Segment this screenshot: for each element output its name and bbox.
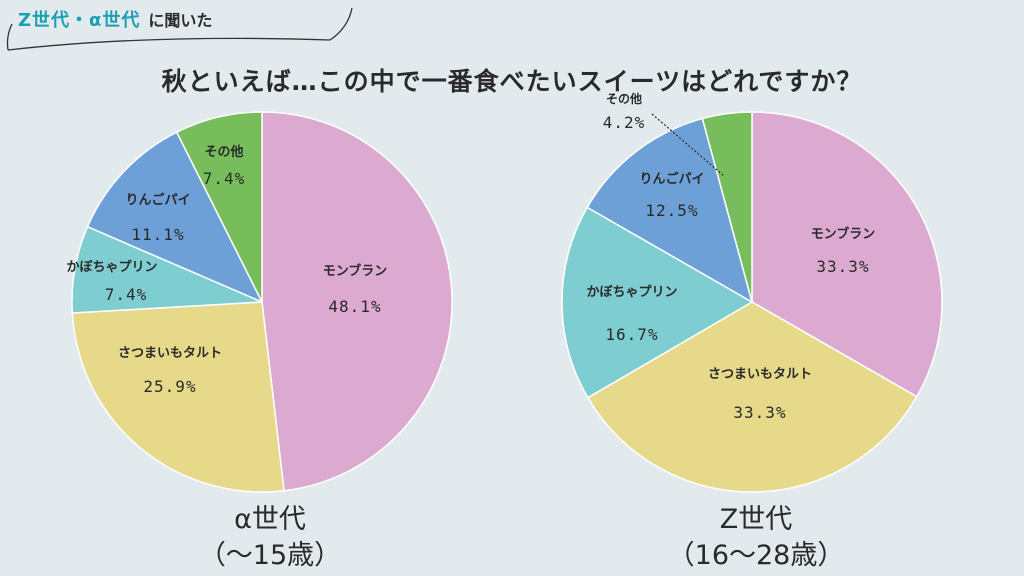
caption-z-age: （16〜28歳） xyxy=(667,540,845,571)
question-title: 秋といえば…この中で一番食べたいスイーツはどれですか？ xyxy=(161,67,863,96)
caption-z: Z世代 （16〜28歳） xyxy=(626,502,886,574)
underline-swash xyxy=(7,37,331,51)
pie-slice xyxy=(261,111,453,492)
subtitle-tag: Z世代・α世代 に聞いた xyxy=(18,6,212,32)
underline-swash-tail xyxy=(329,7,353,41)
slice-category-label: かぼちゃプリン xyxy=(66,260,157,275)
slice-category-label: りんごパイ xyxy=(125,192,190,208)
slice-value-label: 33.3% xyxy=(816,257,869,276)
slice-value-label: 48.1% xyxy=(328,297,381,316)
slice-value-label: 16.7% xyxy=(605,325,658,344)
pie-slice xyxy=(86,131,264,304)
slice-value-label: 33.3% xyxy=(733,403,786,422)
pie-slice xyxy=(751,111,943,398)
subtitle-accent: Z世代・α世代 xyxy=(18,10,141,31)
slice-value-label: 7.4% xyxy=(203,169,246,188)
slice-category-label: さつまいもタルト xyxy=(118,346,222,361)
pie-z-generation: モンブラン 33.3% さつまいもタルト 33.3% かぼちゃプリン 16.7% りんごパイ… xyxy=(561,91,943,493)
slice-category-label: かぼちゃプリン xyxy=(586,285,677,300)
slice-category-label: その他 xyxy=(204,144,243,160)
caption-alpha-name: α世代 xyxy=(234,504,306,535)
caption-alpha: α世代 （〜15歳） xyxy=(140,502,400,574)
slice-value-label: 7.4% xyxy=(105,285,148,304)
slice-value-label: 25.9% xyxy=(143,377,196,396)
pie-slice xyxy=(175,111,263,303)
caption-z-name: Z世代 xyxy=(719,504,793,535)
pie-slice xyxy=(561,206,754,399)
slice-category-label: モンブラン xyxy=(323,263,388,279)
pie-slice xyxy=(701,111,753,303)
pie-slice xyxy=(586,301,918,493)
slice-category-label: その他 xyxy=(606,91,642,106)
slice-category-label: さつまいもタルト xyxy=(708,367,812,382)
slice-value-label: 4.2% xyxy=(603,113,646,132)
pie-slice xyxy=(71,301,285,493)
slice-value-label: 11.1% xyxy=(131,225,184,244)
subtitle-rest: に聞いた xyxy=(148,11,213,30)
pie-alpha-generation: モンブラン 48.1% さつまいもタルト 25.9% かぼちゃプリン 7.4% りんごパイ 1… xyxy=(66,111,453,493)
underline-swash-start xyxy=(6,23,13,51)
slice-category-label: モンブラン xyxy=(811,226,876,242)
slice-value-label: 12.5% xyxy=(645,201,698,220)
slice-category-label: りんごパイ xyxy=(639,171,704,187)
caption-alpha-age: （〜15歳） xyxy=(198,540,342,571)
